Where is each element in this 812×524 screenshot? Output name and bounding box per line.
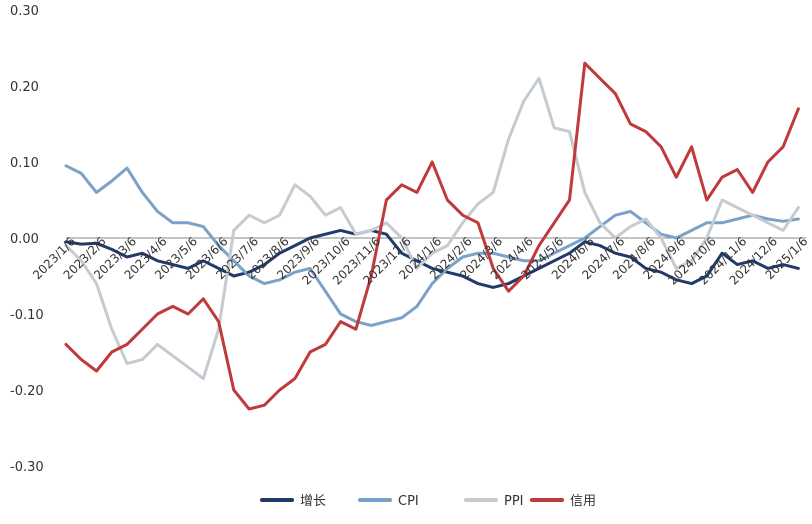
- legend-label: CPI: [398, 494, 419, 509]
- y-tick-label: -0.30: [10, 460, 44, 475]
- y-tick-label: 0.20: [10, 80, 39, 95]
- y-tick-label: -0.10: [10, 308, 44, 323]
- series-line-2: [64, 76, 800, 381]
- series-lines: [64, 61, 800, 411]
- y-tick-label: -0.20: [10, 384, 44, 399]
- x-axis-ticks: 2023/1/62023/2/62023/3/62023/4/62023/5/6…: [30, 234, 810, 287]
- legend-label: PPI: [504, 494, 524, 509]
- series-line-3: [64, 61, 800, 411]
- legend-label: 增长: [300, 494, 326, 509]
- legend: 增长 CPI PPI 信用: [260, 494, 596, 509]
- y-tick-label: 0.30: [10, 4, 39, 19]
- series-line-1: [64, 164, 800, 327]
- y-tick-label: 0.10: [10, 156, 39, 171]
- y-tick-label: 0.00: [10, 232, 39, 247]
- series-line-0: [64, 228, 800, 289]
- y-axis-ticks: 0.30 0.20 0.10 0.00 -0.10 -0.20 -0.30: [10, 4, 44, 475]
- legend-label: 信用: [570, 494, 596, 509]
